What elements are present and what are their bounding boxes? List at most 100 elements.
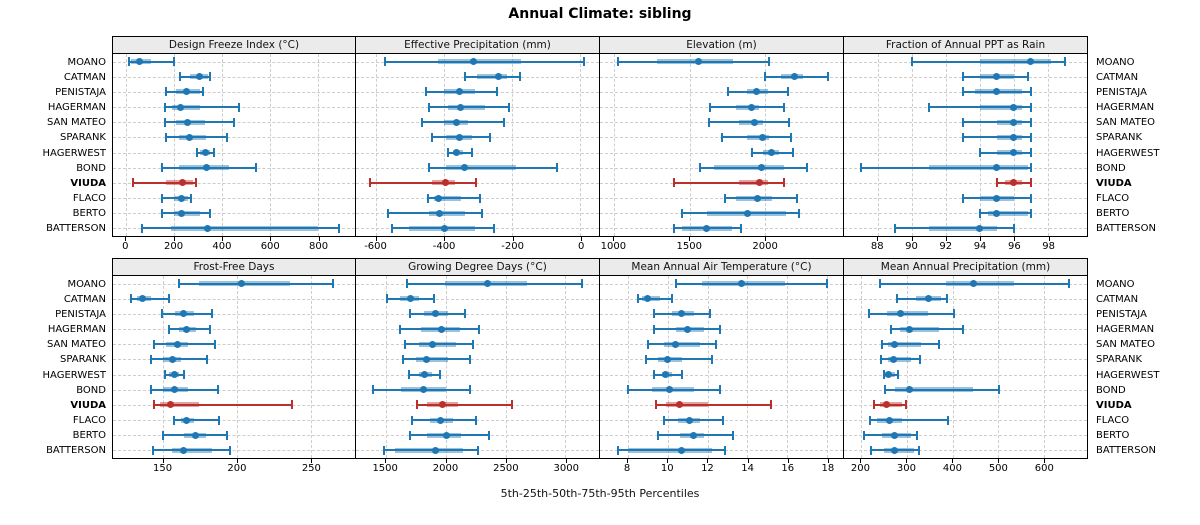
- median-dot: [976, 224, 984, 232]
- axis-tick-label: -200: [501, 241, 524, 252]
- vertical-gridline: [1047, 54, 1049, 236]
- horizontal-gridline: [113, 420, 355, 422]
- band-25th-75th: [418, 341, 456, 347]
- axis-tick-mark: [980, 237, 982, 241]
- station-label: SAN MATEO: [46, 339, 106, 351]
- axis-tick-mark: [318, 237, 320, 241]
- horizontal-gridline: [844, 313, 1087, 315]
- axis-tick-mark: [221, 237, 223, 241]
- whisker-cap-95th: [1063, 57, 1066, 67]
- whisker-5th-95th: [911, 60, 1065, 63]
- whisker-cap-5th: [652, 324, 655, 334]
- median-dot: [747, 103, 755, 111]
- whisker-cap-95th: [1026, 72, 1029, 82]
- panel-plot: [112, 276, 356, 459]
- horizontal-gridline: [844, 450, 1087, 452]
- whisker-cap-5th: [873, 400, 876, 410]
- median-dot: [186, 133, 194, 141]
- whisker-cap-5th: [961, 132, 964, 142]
- whisker-cap-95th: [915, 430, 918, 440]
- whisker-cap-95th: [209, 208, 212, 218]
- median-dot: [702, 224, 710, 232]
- whisker-cap-95th: [173, 57, 176, 67]
- vertical-gridline: [174, 54, 176, 236]
- median-dot: [432, 310, 440, 318]
- whisker-cap-5th: [431, 132, 434, 142]
- axis-tick-mark: [125, 237, 127, 241]
- band-25th-75th: [996, 150, 1023, 156]
- whisker-cap-95th: [201, 87, 204, 97]
- whisker-cap-95th: [768, 57, 771, 67]
- horizontal-gridline: [600, 76, 843, 78]
- axis-tick-label: 400: [212, 241, 232, 252]
- median-dot: [737, 280, 745, 288]
- median-dot: [686, 416, 694, 424]
- station-label: HAGERMAN: [47, 324, 106, 336]
- whisker-5th-95th: [709, 121, 789, 124]
- whisker-cap-95th: [670, 294, 673, 304]
- station-label: HAGERMAN: [1096, 324, 1155, 336]
- band-25th-75th: [446, 165, 516, 171]
- whisker-5th-95th: [897, 297, 948, 300]
- whisker-cap-95th: [740, 223, 743, 233]
- whisker-cap-95th: [946, 415, 949, 425]
- band-25th-75th: [736, 104, 759, 110]
- axis-tick-label: 3000: [553, 463, 579, 474]
- whisker-cap-5th: [893, 223, 896, 233]
- median-dot: [431, 446, 439, 454]
- station-label: FLACO: [72, 193, 106, 205]
- median-dot: [429, 340, 437, 348]
- whisker-cap-95th: [470, 148, 473, 158]
- horizontal-gridline: [600, 313, 843, 315]
- whisker-cap-95th: [680, 370, 683, 380]
- band-25th-75th: [886, 311, 929, 317]
- panel-effective-precipitation-mm: Effective Precipitation (mm) -600 -400 -200…: [355, 36, 600, 257]
- median-dot: [484, 280, 492, 288]
- whisker-5th-95th: [863, 434, 917, 437]
- median-dot: [174, 340, 182, 348]
- station-label: BATTERSON: [1096, 445, 1156, 457]
- band-25th-75th: [979, 59, 1052, 65]
- station-label: PENISTAJA: [55, 308, 106, 320]
- vertical-gridline: [310, 276, 312, 458]
- whisker-cap-95th: [492, 223, 495, 233]
- station-label: HAGERMAN: [47, 102, 106, 114]
- median-dot: [752, 88, 760, 96]
- axis-tick-label: 2000: [432, 463, 459, 474]
- axis-tick-label: 14: [741, 463, 754, 474]
- station-label: BOND: [1096, 384, 1126, 396]
- whisker-5th-95th: [637, 297, 672, 300]
- horizontal-gridline: [844, 213, 1087, 215]
- whisker-cap-95th: [710, 354, 713, 364]
- horizontal-gridline: [356, 389, 599, 391]
- median-dot: [1010, 179, 1018, 187]
- axis-tick-mark: [787, 459, 789, 463]
- median-dot: [891, 446, 899, 454]
- horizontal-gridline: [844, 374, 1087, 376]
- whisker-cap-5th: [978, 208, 981, 218]
- panel-plot: [355, 54, 600, 237]
- whisker-cap-95th: [487, 430, 490, 440]
- band-25th-75th: [415, 356, 449, 362]
- whisker-cap-5th: [656, 430, 659, 440]
- whisker-cap-95th: [189, 193, 192, 203]
- band-25th-75th: [437, 59, 521, 65]
- axis-tick-label: 0: [122, 241, 129, 252]
- whisker-cap-95th: [225, 132, 228, 142]
- whisker-cap-95th: [510, 400, 513, 410]
- horizontal-gridline: [113, 329, 355, 331]
- whisker-5th-95th: [869, 419, 948, 422]
- panel-header: Elevation (m): [599, 36, 844, 54]
- median-dot: [178, 179, 186, 187]
- vertical-gridline: [1043, 276, 1045, 458]
- station-label: VIUDA: [70, 399, 106, 411]
- median-dot: [168, 355, 176, 363]
- whisker-cap-5th: [132, 178, 135, 188]
- band-25th-75th: [928, 225, 997, 231]
- median-dot: [195, 73, 203, 81]
- median-dot: [666, 386, 674, 394]
- whisker-5th-95th: [647, 343, 716, 346]
- whisker-cap-95th: [718, 324, 721, 334]
- horizontal-gridline: [113, 91, 355, 93]
- whisker-cap-95th: [1029, 132, 1032, 142]
